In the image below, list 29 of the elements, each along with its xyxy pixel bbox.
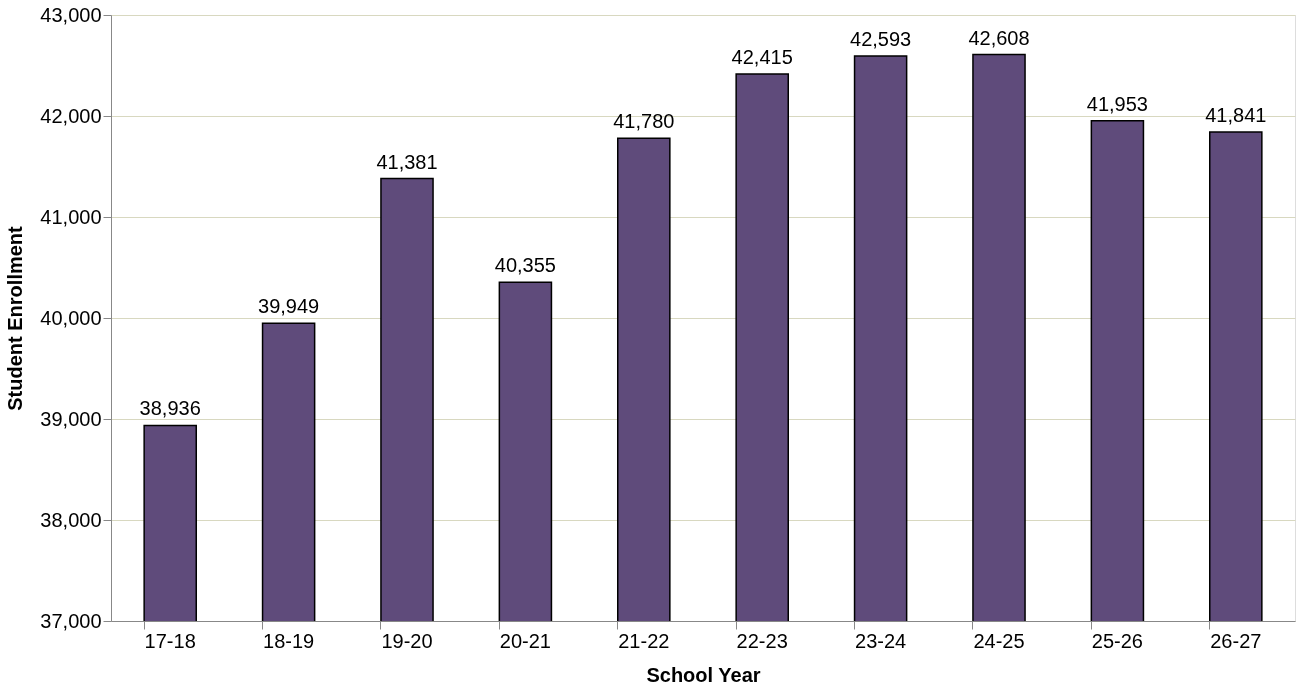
x-tick-label: 18-19 [263,629,315,652]
data-label: 40,355 [494,254,556,277]
y-tick-label: 39,000 [40,407,102,430]
data-label: 38,936 [139,397,201,420]
y-tick-label: 41,000 [40,205,102,228]
x-tick-label: 25-26 [1091,629,1143,652]
data-label: 41,780 [613,110,675,133]
x-tick-label: 22-23 [736,629,788,652]
data-label: 39,949 [258,295,320,318]
x-tick-label: 24-25 [973,629,1025,652]
data-label: 41,841 [1205,104,1267,127]
y-tick-label: 37,000 [40,609,102,632]
data-label: 42,608 [968,26,1030,49]
data-label: 42,415 [731,46,793,69]
y-axis-title: Student Enrollment [4,225,27,411]
y-tick-label: 40,000 [40,306,102,329]
x-tick-label: 23-24 [855,629,907,652]
x-tick-label: 17-18 [144,629,196,652]
x-tick-label: 19-20 [381,629,433,652]
y-tick-label: 38,000 [40,508,102,531]
data-label: 41,381 [376,150,438,173]
x-tick-label: 26-27 [1210,629,1262,652]
data-label: 41,953 [1086,92,1148,115]
x-axis-title: School Year [646,663,761,686]
y-tick-label: 43,000 [40,3,102,26]
y-tick-label: 42,000 [40,104,102,127]
data-label: 42,593 [850,28,912,51]
x-tick-label: 21-22 [618,629,670,652]
x-tick-label: 20-21 [499,629,551,652]
